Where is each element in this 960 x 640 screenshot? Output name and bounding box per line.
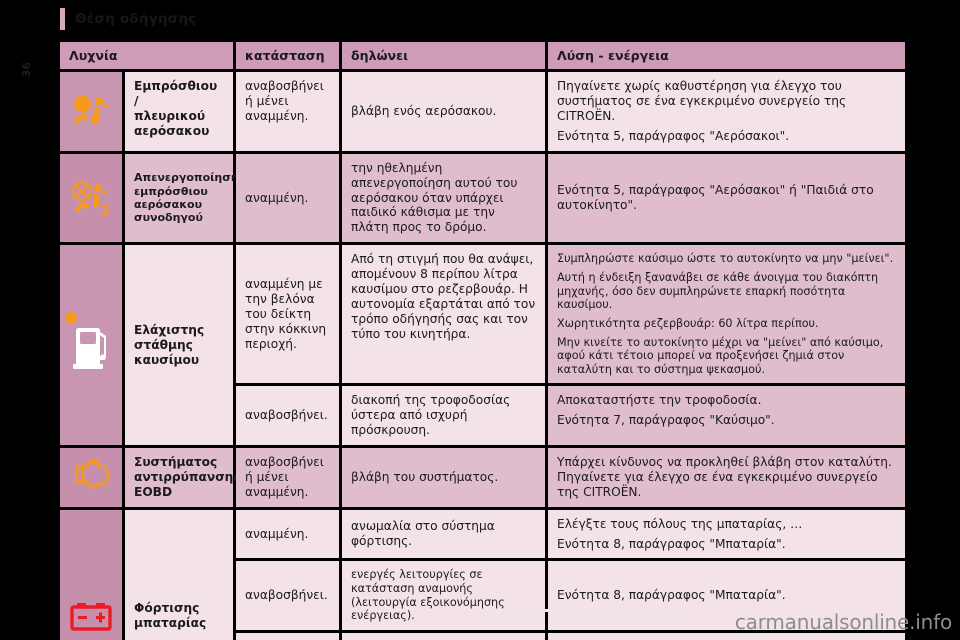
header-accent-bar bbox=[60, 8, 65, 30]
battery-charge-icon bbox=[60, 509, 122, 640]
page-title: Θέση οδήγησης bbox=[75, 11, 197, 27]
column-header-fix: Λύση - ενέργεια bbox=[548, 42, 905, 70]
lamp-name-line: πλευρικού bbox=[134, 109, 206, 124]
lamp-name-line: αντιρρύπανσης bbox=[134, 469, 241, 484]
lamp-fix: Ελέγξτε τους πόλους της μπαταρίας, … Ενό… bbox=[548, 509, 905, 559]
lamp-state: αναβοσβήνει ή μένει αναμμένη. bbox=[236, 72, 339, 151]
table-subrow: αναμμένη. ανωμαλία στο σύστημα φόρτισης.… bbox=[236, 509, 905, 559]
fix-paragraph: Ελέγξτε τους πόλους της μπαταρίας, … bbox=[557, 516, 803, 531]
lamp-meaning: διακοπή της τροφοδοσίας ύστερα από ισχυρ… bbox=[342, 386, 545, 446]
lamp-name-line: καυσίμου bbox=[134, 352, 200, 367]
lamp-name-line: εμπρόσθιου bbox=[134, 184, 208, 198]
lamp-meaning: βλάβη ενός αερόσακου. bbox=[342, 72, 545, 151]
column-header-means: δηλώνει bbox=[342, 42, 545, 70]
lamp-meaning: Από τη στιγμή που θα ανάψει, απομένουν 8… bbox=[342, 245, 545, 384]
fix-paragraph: Ενότητα 5, παράγραφος "Αερόσακοι". bbox=[557, 128, 790, 143]
lamp-name-line: Απενεργοποίησης bbox=[134, 171, 246, 185]
lamp-fix: Αποκαταστήστε την τροφοδοσία. Ενότητα 7,… bbox=[548, 386, 905, 446]
table-row: Φόρτισης μπαταρίας αναμμένη. ανωμαλία στ… bbox=[60, 509, 905, 640]
lamp-name: Συστήματος αντιρρύπανσης EOBD bbox=[125, 448, 241, 507]
lamp-name-line: μπαταρίας bbox=[134, 615, 207, 630]
table-header-row: Λυχνία κατάσταση δηλώνει Λύση - ενέργεια bbox=[60, 42, 905, 70]
subrow-group: αναμμένη με την βελόνα του δείκτη στην κ… bbox=[236, 245, 905, 446]
lamp-meaning: ανωμαλία στο σύστημα φόρτισης. bbox=[342, 509, 545, 559]
watermark: carmanualsonline.info bbox=[734, 610, 952, 634]
fix-paragraph: Πηγαίνετε χωρίς καθυστέρηση για έλεγχο τ… bbox=[557, 79, 847, 124]
lamp-meaning: βλάβη του συστήματος. bbox=[342, 448, 545, 507]
lamp-fix: Υπάρχει κίνδυνος να προκληθεί βλάβη στον… bbox=[548, 448, 905, 507]
passenger-airbag-deactivation-icon: 2 bbox=[60, 153, 122, 243]
lamp-name-line: αερόσακου bbox=[134, 198, 203, 212]
fix-paragraph: Μην κινείτε το αυτοκίνητο μέχρι να "μείν… bbox=[557, 335, 884, 376]
fix-paragraph: Χωρητικότητα ρεζερβουάρ: 60 λίτρα περίπο… bbox=[557, 316, 819, 330]
table-subrow: αναβοσβήνει. διακοπή της τροφοδοσίας ύστ… bbox=[236, 386, 905, 446]
fix-paragraph: Ενότητα 7, παράγραφος "Καύσιμο". bbox=[557, 413, 775, 428]
column-header-lamp: Λυχνία bbox=[60, 42, 233, 70]
lamp-name: Φόρτισης μπαταρίας bbox=[125, 509, 233, 640]
page-number: 36 bbox=[20, 62, 33, 78]
fix-paragraph: Υπάρχει κίνδυνος να προκληθεί βλάβη στον… bbox=[557, 455, 892, 499]
fix-paragraph: Αποκαταστήστε την τροφοδοσία. bbox=[557, 393, 762, 408]
lamp-state: αναβοσβήνει ή μένει αναμμένη. bbox=[236, 448, 339, 507]
subrow-group: αναμμένη. ανωμαλία στο σύστημα φόρτισης.… bbox=[236, 509, 905, 640]
table-row: 2 Απενεργοποίησης εμπρόσθιου αερόσακου σ… bbox=[60, 153, 905, 243]
lamp-name-line: EOBD bbox=[134, 484, 173, 499]
lamp-fix: Συμπληρώστε καύσιμο ώστε το αυτοκίνητο ν… bbox=[548, 245, 905, 384]
front-side-airbag-icon bbox=[60, 72, 122, 151]
lamp-fix: Πηγαίνετε χωρίς καθυστέρηση για έλεγχο τ… bbox=[548, 72, 905, 151]
fix-paragraph: Συμπληρώστε καύσιμο ώστε το αυτοκίνητο ν… bbox=[557, 252, 894, 266]
lamp-name-line: Συστήματος bbox=[134, 455, 218, 470]
table-row: Εμπρόσθιου / πλευρικού αερόσακου αναβοσβ… bbox=[60, 72, 905, 151]
warning-lamps-table: Λυχνία κατάσταση δηλώνει Λύση - ενέργεια bbox=[60, 42, 905, 640]
table-row: Ελάχιστης στάθμης καυσίμου αναμμένη με τ… bbox=[60, 245, 905, 446]
lamp-state: αναμμένη. bbox=[236, 153, 339, 243]
fix-paragraph: Αυτή η ένδειξη ξανανάβει σε κάθε άνοιγμα… bbox=[557, 270, 879, 312]
lamp-state: αναβοσβήνει. bbox=[236, 561, 339, 631]
lamp-fix: Ενότητα 5, παράγραφος "Αερόσακοι" ή "Παι… bbox=[548, 153, 905, 243]
page-header: Θέση οδήγησης bbox=[60, 6, 197, 32]
engine-check-eobd-icon bbox=[60, 448, 122, 507]
lamp-state: αναμμένη. bbox=[236, 509, 339, 559]
table-subrow: μένει αναμμένη, παρόλους τους ελέγχους. … bbox=[236, 633, 905, 640]
fix-paragraph: Ενότητα 8, παράγραφος "Μπαταρία". bbox=[557, 588, 786, 603]
lamp-name-line: αερόσακου bbox=[134, 123, 210, 138]
lamp-name: Εμπρόσθιου / πλευρικού αερόσακου bbox=[125, 72, 233, 151]
svg-text:2: 2 bbox=[101, 204, 110, 219]
fix-paragraph: Ενότητα 5, παράγραφος "Αερόσακοι" ή "Παι… bbox=[557, 183, 874, 213]
lamp-state: μένει αναμμένη, παρόλους τους ελέγχους. bbox=[236, 633, 339, 640]
fix-paragraph: Ενότητα 8, παράγραφος "Μπαταρία". bbox=[557, 536, 786, 551]
lamp-name-line: Ελάχιστης bbox=[134, 322, 205, 337]
lamp-state: αναμμένη με την βελόνα του δείκτη στην κ… bbox=[236, 245, 339, 384]
lamp-name-line: Φόρτισης bbox=[134, 600, 200, 615]
lamp-state: αναβοσβήνει. bbox=[236, 386, 339, 446]
lamp-fix: Πηγαίνετε για έλεγχο σε ένα εγκεκριμένο … bbox=[548, 633, 905, 640]
table-subrow: αναβοσβήνει. ενεργές λειτουργίες σε κατά… bbox=[236, 561, 905, 631]
lamp-name-line: συνοδηγού bbox=[134, 211, 203, 225]
lamp-meaning: την ηθελημένη απενεργοποίηση αυτού του α… bbox=[342, 153, 545, 243]
lamp-name-line: στάθμης bbox=[134, 337, 193, 352]
lamp-fix: Ενότητα 8, παράγραφος "Μπαταρία". bbox=[548, 561, 905, 631]
table-row: Συστήματος αντιρρύπανσης EOBD αναβοσβήνε… bbox=[60, 448, 905, 507]
lamp-meaning: ενεργές λειτουργίες σε κατάσταση αναμονή… bbox=[342, 561, 545, 631]
watermark-rule bbox=[484, 609, 680, 612]
fuel-pump-icon bbox=[60, 245, 122, 446]
lamp-name-line: Εμπρόσθιου / bbox=[134, 79, 218, 109]
lamp-name: Ελάχιστης στάθμης καυσίμου bbox=[125, 245, 233, 446]
lamp-meaning: ανωμαλία λειτουργίας συστήματος ανάφλεξη… bbox=[342, 633, 545, 640]
column-header-state: κατάσταση bbox=[236, 42, 339, 70]
table-subrow: αναμμένη με την βελόνα του δείκτη στην κ… bbox=[236, 245, 905, 384]
lamp-name: Απενεργοποίησης εμπρόσθιου αερόσακου συν… bbox=[125, 153, 246, 243]
